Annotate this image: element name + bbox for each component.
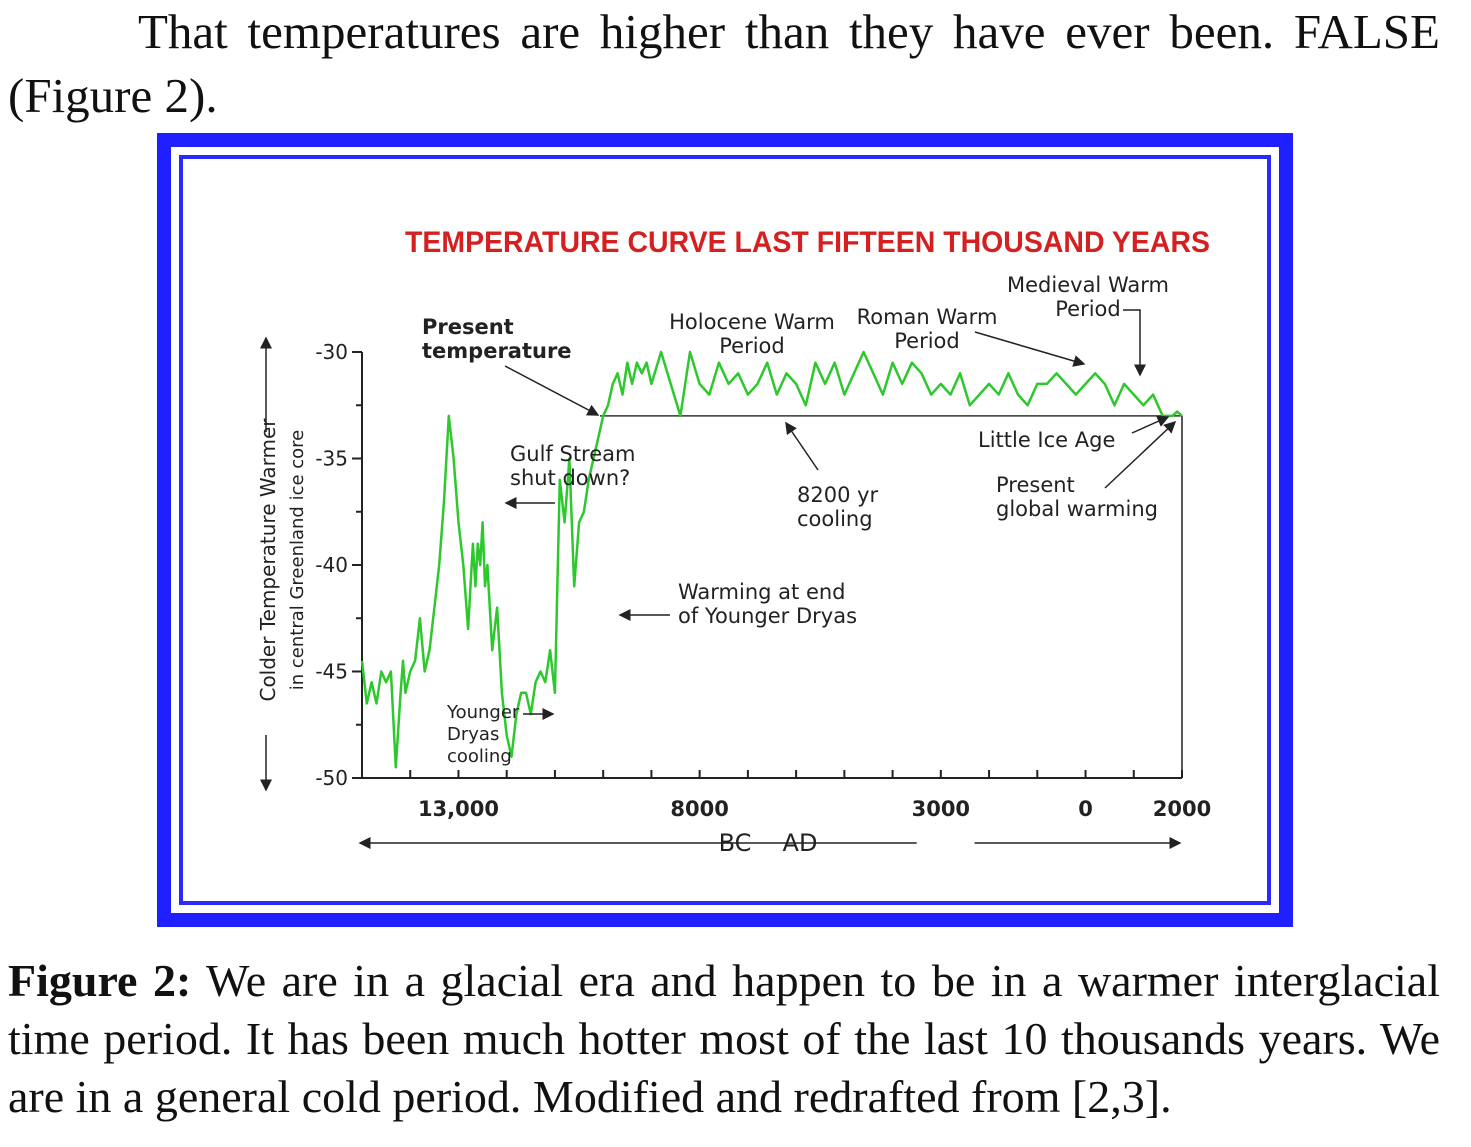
x-tick-label: 8000: [670, 797, 728, 821]
y-tick-label: -35: [315, 447, 348, 471]
arrow-8200-cooling: [785, 421, 819, 471]
y-axis-sublabel: in central Greenland ice core: [287, 430, 308, 691]
figure-frame: TEMPERATURE CURVE LAST FIFTEEN THOUSAND …: [157, 133, 1293, 927]
y-tick-label: -45: [315, 660, 348, 684]
arrow-present-warming: [1104, 420, 1177, 489]
bc-label: BC: [719, 829, 752, 857]
arrow-present-temperature: [504, 365, 600, 416]
caption-text: We are in a glacial era and happen to be…: [8, 955, 1440, 1122]
annotation-roman: Roman Warm Period: [857, 305, 998, 353]
annotation-medieval: Medieval Warm Period: [1007, 273, 1169, 321]
arrow-little-ice-age: [1131, 415, 1170, 434]
y-axis-label: Colder Temperature Warmer: [256, 418, 280, 702]
annotation-gulf-stream: Gulf Stream shut down?: [510, 442, 635, 490]
caption-label: Figure 2:: [8, 955, 192, 1006]
figure-border-inner: TEMPERATURE CURVE LAST FIFTEEN THOUSAND …: [171, 147, 1279, 913]
annotation-younger-dryas-warming: Warming at end of Younger Dryas: [678, 580, 857, 628]
intro-paragraph: That temperatures are higher than they h…: [8, 0, 1440, 128]
x-tick-label: 13,000: [418, 797, 499, 821]
arrow-medieval: [1123, 309, 1146, 377]
annotation-8200-cooling: 8200 yr cooling: [797, 483, 879, 531]
annotation-little-ice-age: Little Ice Age: [978, 428, 1115, 452]
arrow-roman: [974, 331, 1086, 367]
x-tick-label: 0: [1078, 797, 1093, 821]
annotation-present-temperature: Present temperature: [422, 315, 572, 363]
figure-caption: Figure 2: We are in a glacial era and ha…: [8, 952, 1440, 1126]
temperature-chart: TEMPERATURE CURVE LAST FIFTEEN THOUSAND …: [256, 226, 1211, 857]
chart-title: TEMPERATURE CURVE LAST FIFTEEN THOUSAND …: [405, 226, 1210, 259]
x-tick-label: 3000: [912, 797, 970, 821]
annotation-present-warming: Present global warming: [996, 473, 1158, 521]
annotation-younger-dryas-cooling: Younger Dryas cooling: [446, 702, 520, 767]
figure-canvas: TEMPERATURE CURVE LAST FIFTEEN THOUSAND …: [183, 159, 1267, 901]
y-tick-label: -40: [315, 553, 348, 577]
figure-border-line: TEMPERATURE CURVE LAST FIFTEEN THOUSAND …: [179, 155, 1271, 905]
ad-label: AD: [783, 829, 818, 857]
x-tick-label: 2000: [1153, 797, 1211, 821]
y-tick-label: -30: [315, 340, 348, 364]
annotation-holocene: Holocene Warm Period: [669, 310, 835, 358]
temperature-series-line: [360, 350, 1183, 769]
y-tick-label: -50: [315, 766, 348, 790]
intro-text: That temperatures are higher than they h…: [8, 4, 1440, 123]
